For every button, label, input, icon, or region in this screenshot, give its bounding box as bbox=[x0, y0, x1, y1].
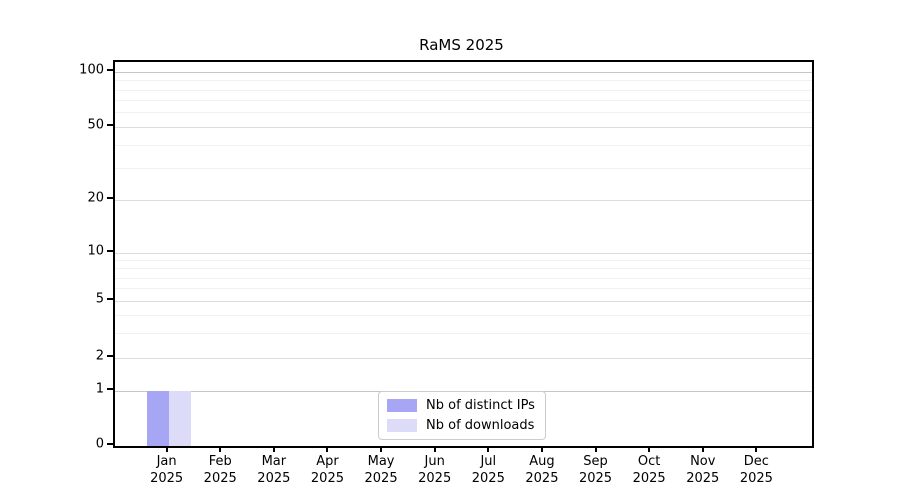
y-tick-mark bbox=[107, 355, 113, 357]
x-tick-label: Apr 2025 bbox=[310, 454, 344, 486]
legend-swatch-icon bbox=[387, 399, 417, 412]
gridline-major bbox=[115, 127, 812, 128]
x-tick-label: Mar 2025 bbox=[257, 454, 291, 486]
x-tick-label: Aug 2025 bbox=[525, 454, 559, 486]
x-tick-mark bbox=[594, 446, 597, 452]
y-tick-mark bbox=[107, 69, 113, 71]
bar-jan-downloads bbox=[169, 391, 191, 446]
x-tick-mark bbox=[380, 446, 383, 452]
x-tick-mark bbox=[272, 446, 275, 452]
y-tick-label: 10 bbox=[87, 243, 104, 259]
chart-title: RaMS 2025 bbox=[419, 36, 504, 54]
legend-item: Nb of distinct IPs bbox=[387, 398, 535, 413]
x-tick-mark bbox=[755, 446, 758, 452]
x-tick-mark bbox=[433, 446, 436, 452]
x-tick-label: Jul 2025 bbox=[471, 454, 505, 486]
legend-item: Nb of downloads bbox=[387, 418, 535, 433]
y-tick-label: 0 bbox=[95, 436, 104, 452]
x-tick-mark bbox=[326, 446, 329, 452]
legend-swatch-icon bbox=[387, 419, 417, 432]
gridline-minor bbox=[115, 260, 812, 261]
y-tick-label: 20 bbox=[87, 190, 104, 206]
gridline-major bbox=[115, 253, 812, 254]
gridline-major bbox=[115, 358, 812, 359]
x-tick-label: Jun 2025 bbox=[418, 454, 452, 486]
gridline-minor bbox=[115, 333, 812, 334]
x-tick-label: Oct 2025 bbox=[632, 454, 666, 486]
gridline-minor bbox=[115, 145, 812, 146]
gridline-minor bbox=[115, 278, 812, 279]
x-tick-label: Feb 2025 bbox=[203, 454, 237, 486]
y-tick-mark bbox=[107, 388, 113, 390]
x-tick-mark bbox=[219, 446, 222, 452]
y-tick-label: 1 bbox=[95, 381, 104, 397]
gridline-minor bbox=[115, 168, 812, 169]
gridline-minor bbox=[115, 90, 812, 91]
legend-label: Nb of distinct IPs bbox=[426, 398, 535, 413]
x-tick-mark bbox=[165, 446, 168, 452]
x-tick-label: Nov 2025 bbox=[686, 454, 720, 486]
gridline-minor bbox=[115, 268, 812, 269]
x-tick-mark bbox=[540, 446, 543, 452]
legend-label: Nb of downloads bbox=[426, 418, 535, 433]
x-tick-label: Dec 2025 bbox=[739, 454, 773, 486]
gridline-minor bbox=[115, 288, 812, 289]
x-tick-label: Sep 2025 bbox=[578, 454, 613, 486]
x-tick-label: May 2025 bbox=[364, 454, 398, 486]
gridline-major bbox=[115, 72, 812, 73]
gridline-major bbox=[115, 301, 812, 302]
gridline-minor bbox=[115, 315, 812, 316]
y-tick-label: 2 bbox=[95, 348, 104, 364]
gridline-minor bbox=[115, 112, 812, 113]
legend: Nb of distinct IPs Nb of downloads bbox=[378, 391, 546, 440]
y-tick-mark bbox=[107, 197, 113, 199]
y-tick-mark bbox=[107, 443, 113, 445]
gridline-minor bbox=[115, 100, 812, 101]
y-tick-mark bbox=[107, 298, 113, 300]
y-tick-label: 50 bbox=[87, 117, 104, 133]
bar-jan-distinct-ips bbox=[147, 391, 169, 446]
x-tick-label: Jan 2025 bbox=[150, 454, 184, 486]
x-tick-mark bbox=[701, 446, 704, 452]
gridline-major bbox=[115, 200, 812, 201]
y-tick-label: 100 bbox=[79, 62, 104, 78]
gridline-minor bbox=[115, 80, 812, 81]
x-tick-mark bbox=[648, 446, 651, 452]
plot-area: Nb of distinct IPs Nb of downloads bbox=[113, 60, 814, 448]
x-tick-mark bbox=[487, 446, 490, 452]
y-tick-label: 5 bbox=[95, 291, 104, 307]
y-tick-mark bbox=[107, 250, 113, 252]
y-tick-mark bbox=[107, 124, 113, 126]
